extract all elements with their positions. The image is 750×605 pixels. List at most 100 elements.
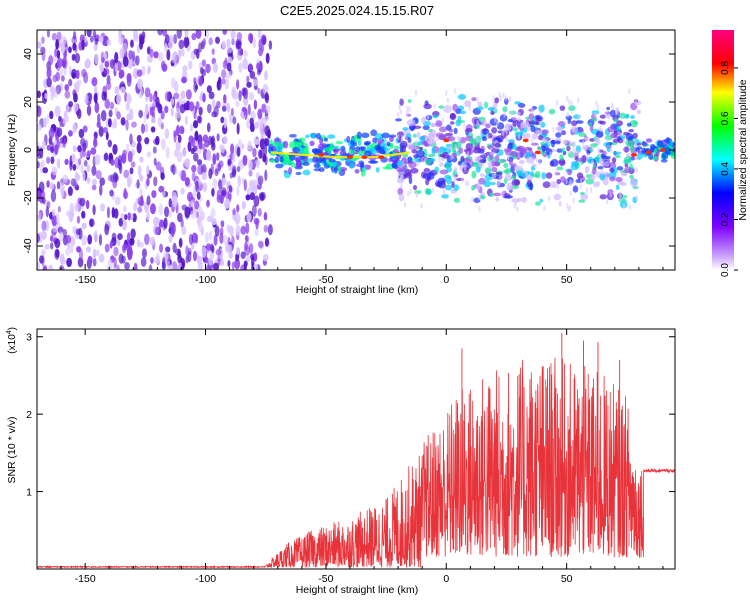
spectrogram-signal-blob bbox=[405, 172, 413, 179]
spectrogram-signal-blob bbox=[487, 144, 493, 150]
spectrogram-halo bbox=[535, 157, 538, 164]
spectrogram-noise-blob bbox=[226, 62, 232, 72]
spectrogram-noise-blob bbox=[211, 111, 217, 118]
spectrogram-signal-blob bbox=[618, 112, 627, 119]
spectrogram-signal-blob bbox=[319, 137, 324, 145]
spectrogram-signal-blob bbox=[444, 164, 450, 169]
spectrogram-noise-blob bbox=[111, 122, 117, 129]
spectrogram-halo bbox=[568, 98, 571, 105]
spectrogram-noise-blob bbox=[112, 144, 118, 155]
spectrogram-noise-blob bbox=[65, 103, 70, 112]
spectrogram-noise-blob bbox=[94, 85, 98, 94]
spectrogram-noise-blob bbox=[253, 79, 259, 87]
spectrogram-noise-blob bbox=[68, 65, 72, 77]
spectrogram-noise-blob bbox=[113, 208, 119, 219]
spectrogram-noise-blob bbox=[215, 249, 222, 256]
spectrogram-noise-blob bbox=[139, 156, 144, 163]
spectrogram-signal-blob bbox=[518, 159, 525, 165]
spectrogram-noise-blob bbox=[185, 89, 192, 100]
spectrogram-noise-blob bbox=[137, 78, 144, 90]
spectrogram-halo bbox=[538, 111, 542, 118]
spectrogram-noise-blob bbox=[252, 37, 257, 49]
spectrogram-noise-blob bbox=[64, 158, 69, 165]
spectrogram-noise-blob bbox=[231, 35, 235, 45]
spectrogram-noise-blob bbox=[205, 243, 211, 251]
spectrogram-halo bbox=[518, 165, 522, 172]
spectrogram-noise-blob bbox=[48, 127, 55, 139]
spectrogram-signal-blob bbox=[607, 126, 616, 133]
spectrogram-noise-blob bbox=[82, 125, 88, 133]
spectrogram-signal-blob bbox=[633, 121, 638, 125]
spectrogram-noise-blob bbox=[46, 77, 52, 88]
spectrogram-noise-blob bbox=[101, 56, 106, 64]
spectrogram-noise-blob bbox=[108, 109, 113, 118]
spectrogram-noise-blob bbox=[77, 145, 82, 153]
spectrogram-noise-blob bbox=[210, 137, 215, 145]
spectrogram-halo bbox=[599, 126, 602, 133]
spectrogram-halo bbox=[598, 155, 602, 162]
spectrogram-signal-blob bbox=[550, 159, 559, 167]
spectrogram-signal-blob bbox=[422, 125, 430, 131]
spectrogram-noise-blob bbox=[160, 138, 166, 151]
spectrogram-noise-blob bbox=[46, 114, 50, 124]
spectrogram-noise-blob bbox=[234, 213, 241, 225]
spectrogram-noise-blob bbox=[220, 220, 225, 228]
spectrogram-peak bbox=[645, 150, 652, 155]
spectrogram-noise-blob bbox=[82, 142, 87, 153]
spectrogram-noise-blob bbox=[55, 71, 61, 82]
spectrogram-signal-blob bbox=[471, 170, 477, 179]
spectrogram-noise-blob bbox=[139, 188, 143, 196]
spectrogram-noise-blob bbox=[243, 260, 247, 270]
spectrogram-noise-blob bbox=[68, 46, 72, 54]
spectrogram-noise-blob bbox=[56, 57, 63, 68]
spectrogram-noise-blob bbox=[123, 169, 130, 179]
spectrogram-noise-blob bbox=[169, 34, 174, 44]
spectrogram-signal-blob bbox=[580, 193, 589, 201]
spectrogram-signal-blob bbox=[629, 144, 635, 152]
spectrogram-signal-blob bbox=[399, 98, 404, 106]
spectrogram-noise-blob bbox=[55, 38, 59, 50]
spectrogram-noise-blob bbox=[164, 34, 170, 44]
y-tick-label: 0 bbox=[22, 147, 34, 153]
spectrogram-noise-blob bbox=[225, 72, 232, 79]
spectrogram-noise-blob bbox=[64, 248, 71, 256]
spectrogram-noise-blob bbox=[133, 202, 138, 212]
spectrogram-signal-blob bbox=[408, 176, 413, 185]
spectrogram-signal-blob bbox=[624, 163, 629, 168]
spectrogram-signal-blob bbox=[469, 137, 475, 144]
spectrogram-noise-blob bbox=[182, 65, 188, 72]
spectrogram-noise-blob bbox=[40, 159, 45, 168]
spectrogram-noise-blob bbox=[193, 81, 198, 93]
spectrogram-noise-blob bbox=[104, 60, 110, 68]
spectrogram-noise-blob bbox=[46, 180, 50, 188]
spectrogram-signal-blob bbox=[524, 132, 531, 139]
spectrogram-noise-blob bbox=[162, 30, 168, 37]
spectrogram-noise-blob bbox=[40, 249, 46, 256]
spectrogram-noise-blob bbox=[76, 108, 82, 120]
spectrogram-noise-blob bbox=[103, 152, 109, 162]
spectrogram-signal-blob bbox=[268, 139, 273, 145]
spectrogram-noise-blob bbox=[252, 147, 257, 158]
spectrogram-signal-blob bbox=[626, 122, 632, 127]
spectrogram-noise-blob bbox=[54, 48, 58, 57]
spectrogram-noise-blob bbox=[146, 212, 150, 221]
spectrogram-noise-blob bbox=[184, 115, 189, 126]
spectrogram-noise-blob bbox=[262, 83, 269, 95]
spectrogram-noise-blob bbox=[176, 212, 183, 223]
spectrogram-noise-blob bbox=[146, 195, 151, 206]
spectrogram-halo bbox=[399, 108, 403, 115]
spectrogram-noise-blob bbox=[64, 90, 71, 99]
spectrogram-halo bbox=[468, 105, 472, 112]
spectrogram-noise-blob bbox=[118, 253, 124, 264]
spectrogram-noise-blob bbox=[253, 99, 258, 110]
spectrogram-halo bbox=[406, 105, 409, 112]
spectrogram-noise-blob bbox=[120, 117, 126, 126]
spectrogram-signal-blob bbox=[419, 136, 426, 142]
spectrogram-panel: -150 -100 -50 0 50 -40 -20 0 20 40 Height of str… bbox=[6, 29, 676, 296]
spectrogram-signal-blob bbox=[442, 151, 449, 159]
spectrogram-noise-blob bbox=[230, 143, 235, 155]
spectrogram-signal-blob bbox=[421, 171, 427, 179]
spectrogram-signal-blob bbox=[510, 175, 517, 180]
spectrogram-noise-blob bbox=[133, 34, 139, 43]
spectrogram-noise-blob bbox=[129, 133, 133, 145]
